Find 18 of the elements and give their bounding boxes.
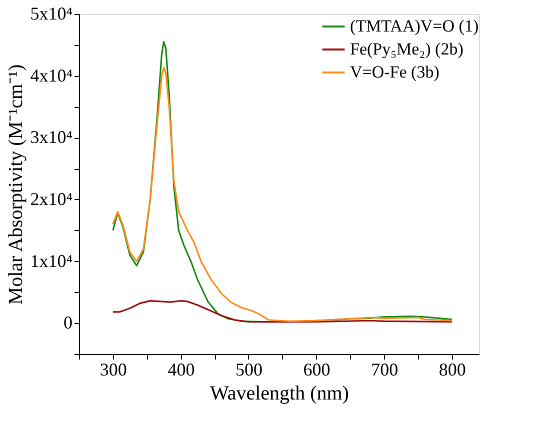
y-tick-label: 3x10⁴ <box>30 127 72 148</box>
x-tick-label: 600 <box>303 360 330 380</box>
y-tick-label: 4x10⁴ <box>30 65 72 86</box>
y-tick-label: 2x10⁴ <box>30 188 72 209</box>
legend-label: V=O-Fe (3b) <box>350 62 440 82</box>
x-tick-label: 300 <box>100 360 127 380</box>
legend-label: (TMTAA)V=O (1) <box>350 16 479 36</box>
legend-label: Fe(Py₅Me₂) (2b) <box>350 40 464 58</box>
x-tick-label: 400 <box>168 360 195 380</box>
line-series <box>112 300 453 323</box>
x-tick-label: 700 <box>371 360 398 380</box>
x-tick-label: 800 <box>438 360 466 380</box>
y-axis-title: Molar Absorptivity (M⁻¹cm⁻¹) <box>5 64 28 305</box>
y-tick-label: 1x10⁴ <box>30 250 72 271</box>
y-tick-label: 5x10⁴ <box>30 4 72 24</box>
x-axis-title: Wavelength (nm) <box>210 382 349 404</box>
y-tick-label: 0 <box>64 312 72 333</box>
x-tick-label: 500 <box>235 360 262 380</box>
